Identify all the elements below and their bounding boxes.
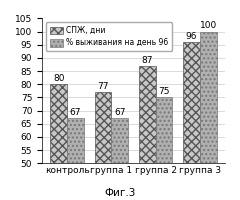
Bar (200, 32, 217, 163)
Text: 77: 77 (97, 82, 109, 91)
Bar (183, 42, 200, 163)
Text: 100: 100 (200, 21, 217, 30)
Legend: СПЖ, дни, % выживания на день 96: СПЖ, дни, % выживания на день 96 (46, 22, 173, 51)
Bar (139, 66, 156, 163)
Text: 75: 75 (158, 87, 170, 96)
Text: 96: 96 (186, 32, 197, 41)
Text: 67: 67 (114, 108, 126, 117)
Bar (95, 92, 111, 163)
Text: 67: 67 (70, 108, 81, 117)
Text: 87: 87 (141, 56, 153, 65)
Text: Фиг.3: Фиг.3 (104, 188, 136, 198)
Bar (156, 97, 172, 163)
Bar (111, 118, 128, 163)
Bar (67, 118, 84, 163)
Text: 80: 80 (53, 74, 65, 83)
Bar (50, 84, 67, 163)
